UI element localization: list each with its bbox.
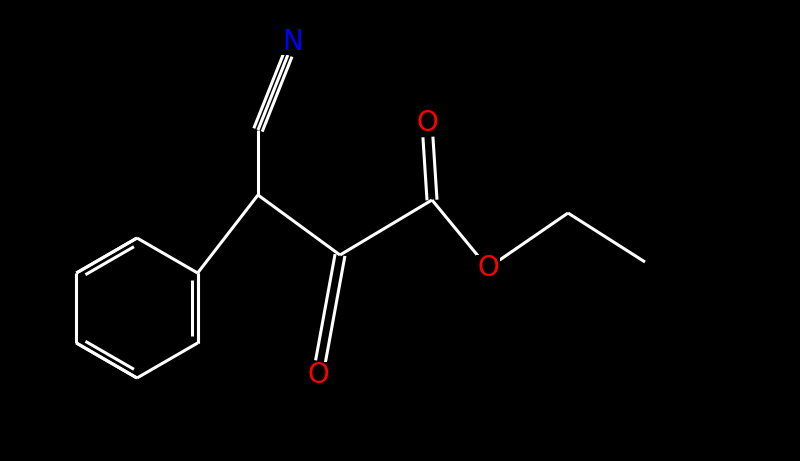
Bar [306,362,330,388]
Text: N: N [282,28,303,56]
Bar [281,29,305,55]
Bar [415,110,439,136]
Text: O: O [477,254,499,282]
Text: O: O [307,361,329,389]
Bar [476,255,500,281]
Text: O: O [416,109,438,137]
